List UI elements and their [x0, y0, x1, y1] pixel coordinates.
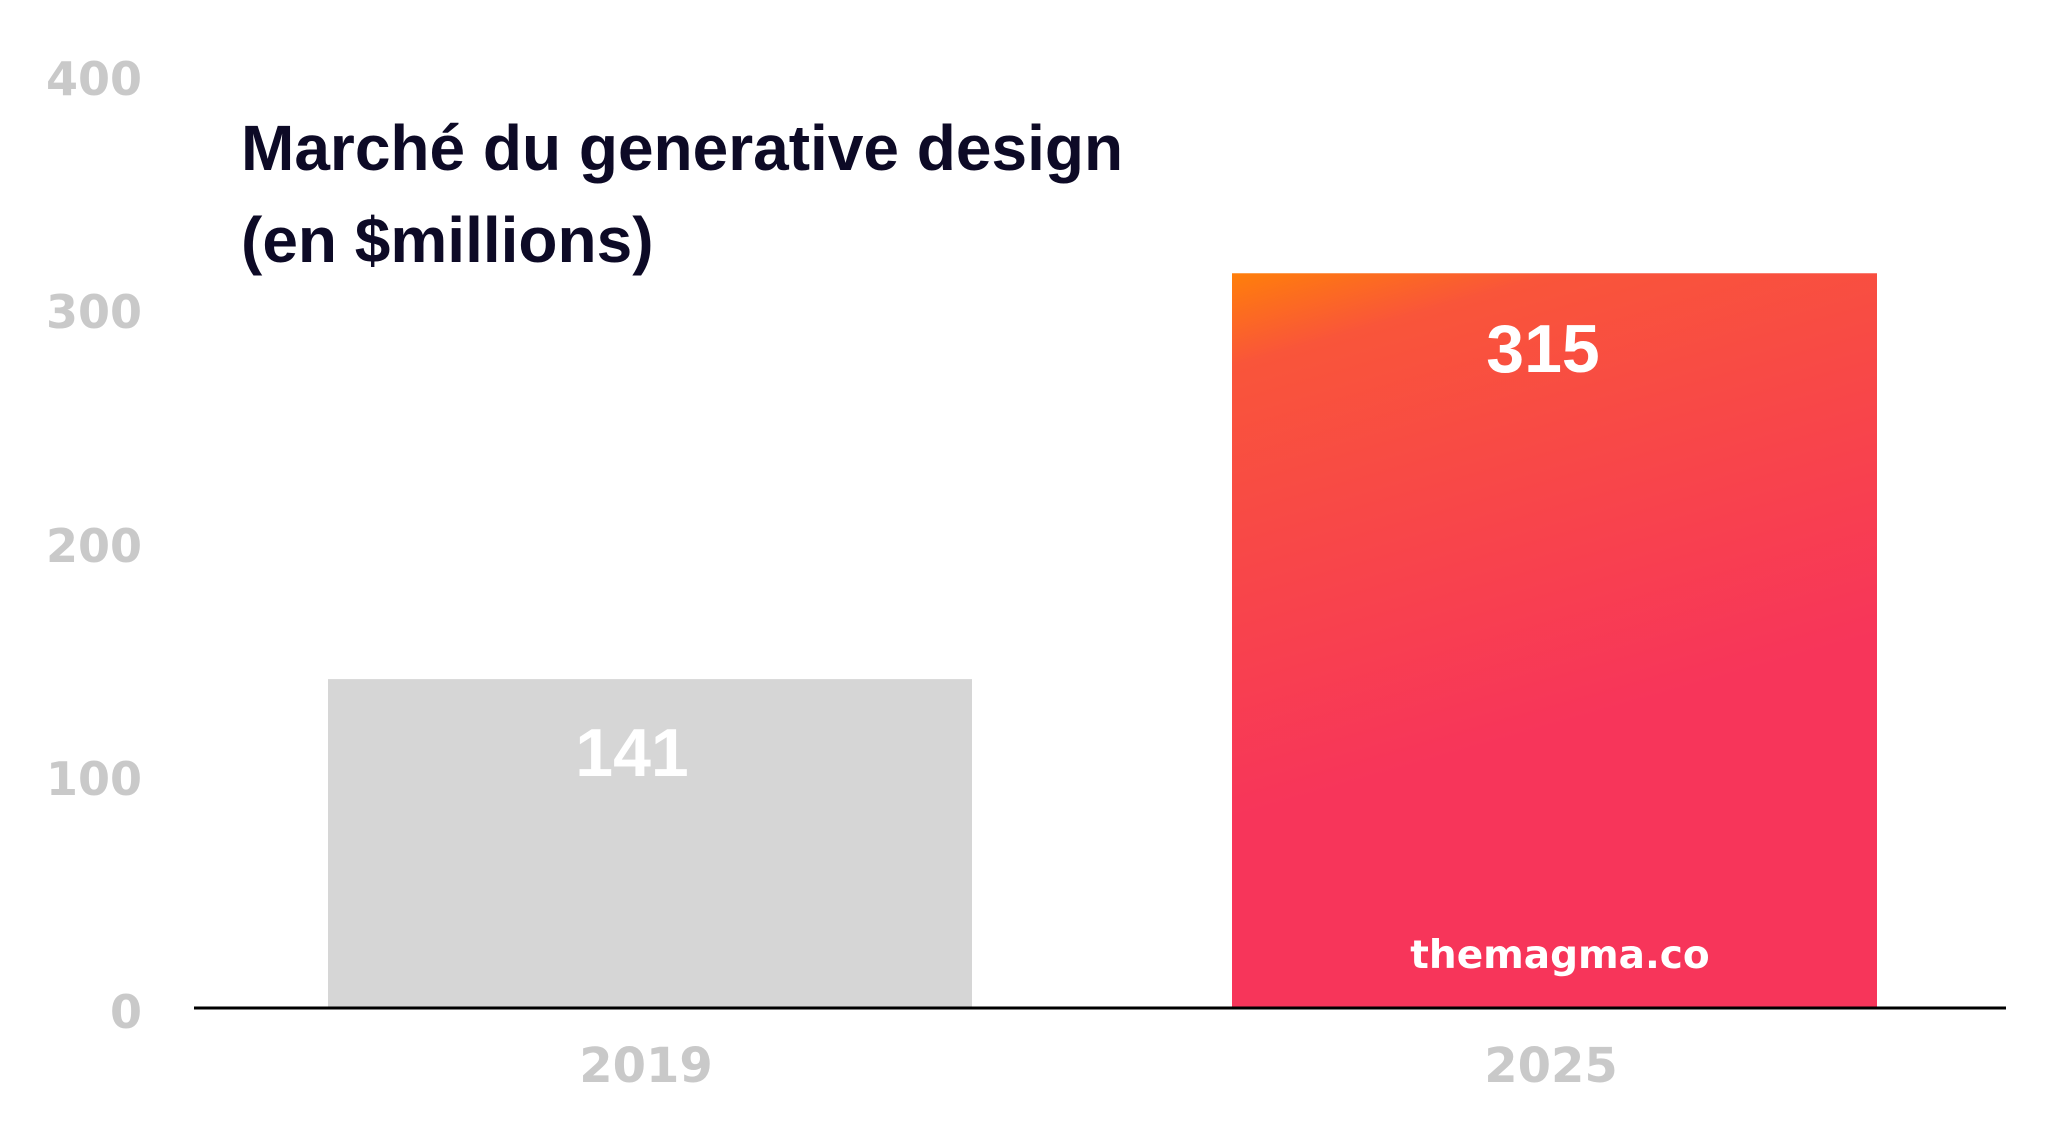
chart-title-line-2: (en $millions) — [241, 204, 654, 276]
y-tick-label: 400 — [46, 52, 142, 106]
bar-2019 — [328, 679, 972, 1008]
bar-value-label-2019: 141 — [575, 715, 688, 791]
x-tick-label-2019: 2019 — [579, 1038, 713, 1094]
y-tick-label: 0 — [110, 985, 142, 1039]
watermark-text: themagma.co — [1410, 933, 1709, 978]
bar-value-label-2025: 315 — [1486, 311, 1599, 387]
x-tick-label-2025: 2025 — [1484, 1038, 1618, 1094]
y-tick-label: 100 — [46, 752, 142, 806]
y-tick-label: 200 — [46, 519, 142, 573]
bar-2025 — [1232, 273, 1877, 1008]
y-tick-label: 300 — [46, 285, 142, 339]
chart-title-line-1: Marché du generative design — [241, 112, 1123, 184]
y-axis-ticks: 0 100 200 300 400 — [46, 52, 142, 1039]
